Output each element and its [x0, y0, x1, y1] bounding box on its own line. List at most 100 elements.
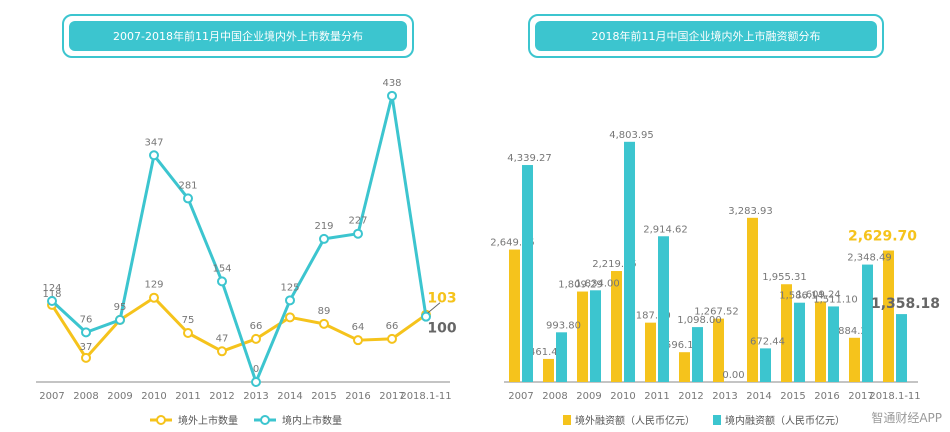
data-label: 124: [42, 283, 61, 294]
bar: [692, 327, 703, 382]
bar: [522, 165, 533, 382]
bar: [883, 250, 894, 382]
data-label: 37: [80, 342, 93, 353]
data-label: 347: [144, 137, 163, 148]
data-point: [285, 295, 295, 306]
bar: [747, 217, 758, 382]
bar: [556, 332, 567, 382]
data-point: [251, 377, 261, 387]
data-label: 154: [212, 263, 231, 274]
data-label: 103: [427, 291, 456, 307]
x-tick-label: 2010: [610, 391, 635, 402]
bar: [781, 284, 792, 382]
bar: [658, 236, 669, 382]
x-tick-label: 2012: [209, 391, 234, 402]
data-point: [183, 328, 193, 338]
data-label: 1,955.31: [762, 272, 807, 283]
data-label: 1,809.29: [558, 280, 603, 291]
data-label: 596.15: [665, 340, 700, 351]
data-point: [81, 327, 91, 338]
x-tick-label: 2017: [848, 391, 873, 402]
bar: [679, 352, 690, 382]
x-tick-label: 2007: [39, 391, 64, 402]
data-point: [353, 335, 363, 346]
data-point: [319, 233, 329, 244]
series-line: [50, 94, 428, 384]
data-label: 1,187.00: [626, 311, 671, 322]
x-tick-label: 2014: [277, 391, 302, 402]
left-chart-title: 2007-2018年前11月中国企业境内外上市数量分布: [69, 21, 407, 51]
right-chart-title-banner: 2018年前11月中国企业境内外上市融资额分布: [528, 14, 884, 58]
x-tick-label: 2015: [311, 391, 336, 402]
data-label: 76: [80, 314, 93, 325]
bar: [713, 318, 724, 382]
data-label: 118: [42, 289, 61, 300]
data-label: 438: [382, 78, 401, 89]
data-label: 66: [386, 321, 399, 332]
data-label: 219: [314, 221, 333, 232]
data-label: 884.2: [838, 326, 867, 337]
x-tick-label: 2018.1-11: [869, 391, 920, 402]
data-point: [217, 276, 227, 287]
line-chart: 2007 2008 2009 2010 2011 2012 2013 2014 2015 2016…: [36, 78, 457, 427]
legend-label: 境外上市数量: [178, 414, 238, 427]
data-label: 1,609.24: [796, 290, 841, 301]
data-label: 993.80: [546, 320, 581, 331]
x-tick-label: 2011: [644, 391, 669, 402]
data-label: 1,511.10: [813, 294, 858, 305]
legend-label: 境外融资额（人民币亿元）: [575, 414, 695, 427]
bar: [862, 264, 873, 382]
data-label: 2,629.70: [848, 229, 917, 245]
legend-label: 境内上市数量: [282, 414, 342, 427]
data-point: [47, 295, 57, 306]
legend-label: 境内融资额（人民币亿元）: [725, 414, 845, 427]
data-point: [387, 90, 397, 101]
data-label: 2,348.49: [847, 253, 892, 264]
data-point: [115, 314, 125, 325]
data-point: [251, 333, 261, 344]
x-tick-label: 2016: [345, 391, 370, 402]
data-label: 1,098.00: [677, 315, 722, 326]
x-tick-label: 2017: [379, 391, 404, 402]
bar: [611, 271, 622, 382]
bar: [794, 302, 805, 382]
data-label: 3,283.93: [728, 206, 773, 217]
x-tick-label: 2010: [141, 391, 166, 402]
data-label: 75: [182, 315, 195, 326]
bar: [509, 249, 520, 382]
data-label: 227: [348, 216, 367, 227]
bar: [896, 314, 907, 382]
x-tick-label: 2007: [508, 391, 533, 402]
x-tick-label: 2013: [712, 391, 737, 402]
data-label: 0: [253, 364, 259, 375]
data-label: 66: [250, 321, 263, 332]
data-point: [149, 150, 159, 161]
x-tick-label: 2008: [73, 391, 98, 402]
legend-swatch: [563, 415, 571, 425]
data-label: 129: [144, 280, 163, 291]
x-tick-label: 2008: [542, 391, 567, 402]
bar: [543, 358, 554, 382]
bar: [645, 322, 656, 382]
x-tick-label: 2013: [243, 391, 268, 402]
x-tick-label: 2011: [175, 391, 200, 402]
bar: [760, 348, 771, 382]
x-tick-label: 2014: [746, 391, 771, 402]
x-tick-label: 2009: [576, 391, 601, 402]
series-line: [50, 296, 427, 360]
watermark: 智通财经APP: [871, 411, 942, 425]
x-tick-label: 2016: [814, 391, 839, 402]
data-label: 1,267.52: [694, 307, 739, 318]
data-label: 1,586.14: [779, 291, 824, 302]
legend-marker: [156, 415, 166, 425]
x-tick-label: 2009: [107, 391, 132, 402]
data-label: 461.45: [529, 347, 564, 358]
bar: [624, 141, 635, 382]
data-label: 1,358.18: [871, 296, 940, 312]
legend-swatch: [713, 415, 721, 425]
data-point: [149, 292, 159, 303]
bar: [590, 290, 601, 382]
data-label: 2,219.45: [592, 259, 637, 270]
x-tick-label: 2012: [678, 391, 703, 402]
data-label: 2,649.05: [490, 238, 535, 249]
